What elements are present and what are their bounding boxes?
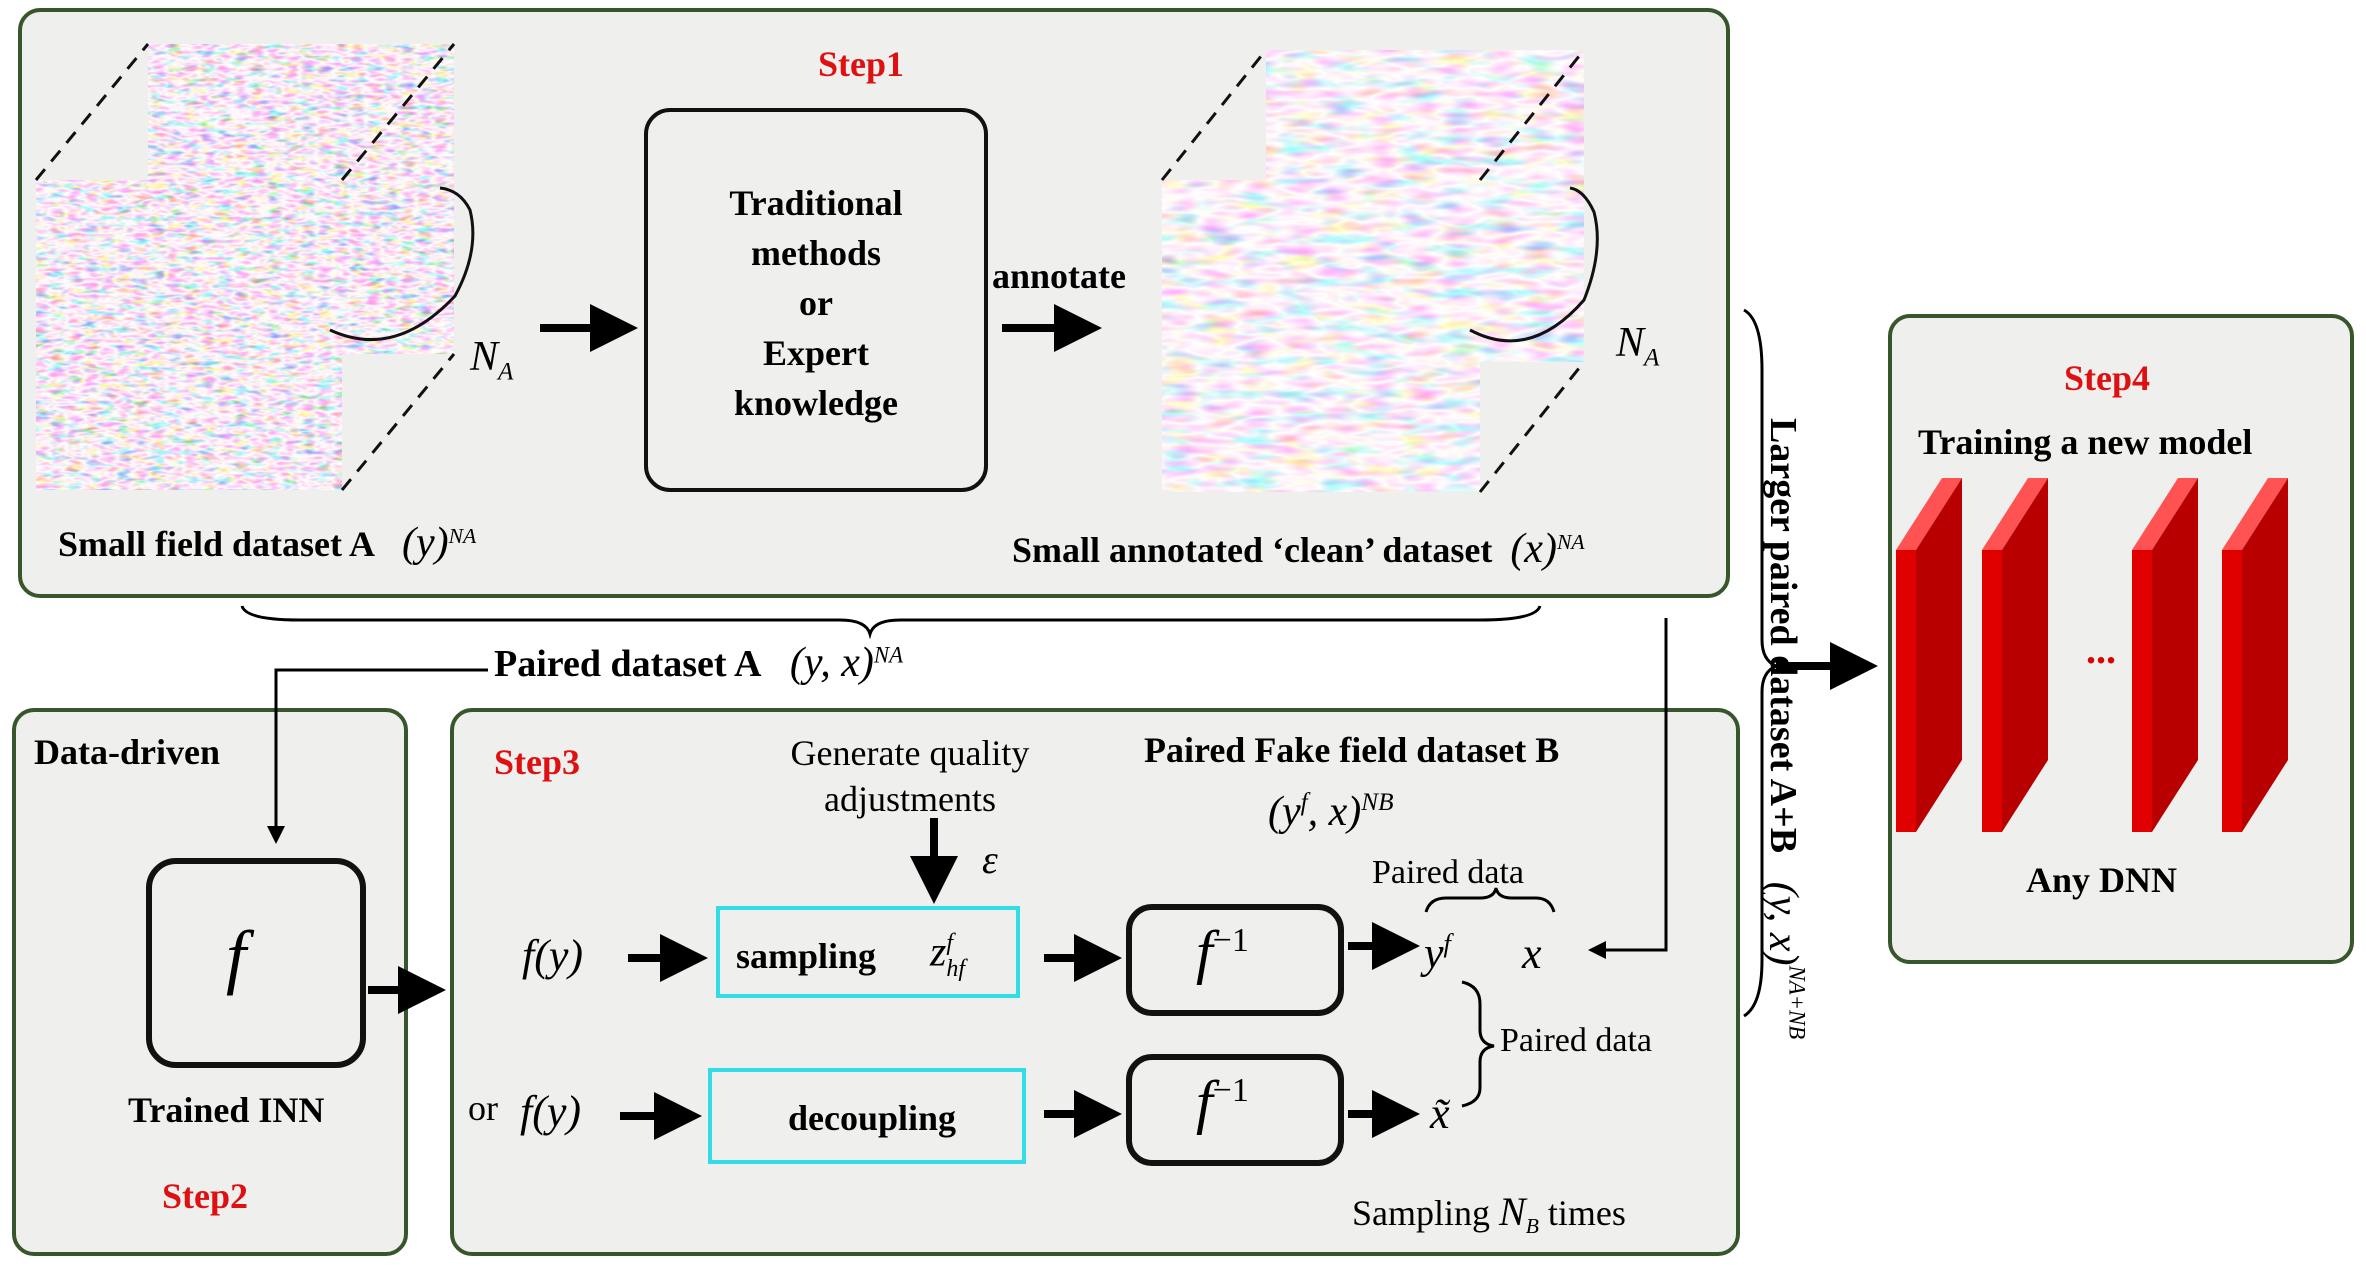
any-dnn-label: Any DNN xyxy=(2026,860,2178,900)
fake-dataset-b-math: (yf, x)NB xyxy=(1268,789,1394,835)
traditional-methods-text: Traditional methods or Expert knowledge xyxy=(644,178,988,428)
inverse-function-bottom: f−1 xyxy=(1196,1069,1249,1135)
step3-label: Step3 xyxy=(494,742,581,782)
annotate-label: annotate xyxy=(992,256,1126,296)
traditional-line-3: or xyxy=(799,283,833,323)
dnn-layer-3 xyxy=(2132,478,2198,832)
dnn-layer-1 xyxy=(1896,478,1962,832)
f-of-y-decoupling: f(y) xyxy=(520,1087,582,1136)
brace-icon xyxy=(1461,980,1495,1108)
clean-data-stack xyxy=(1160,49,1599,493)
brace-icon xyxy=(1424,887,1556,913)
decoupling-box xyxy=(708,1068,1026,1164)
data-driven-label: Data-driven xyxy=(34,732,220,772)
quality-adjustments-text: Generate quality adjustments xyxy=(790,733,1030,819)
traditional-line-4: Expert xyxy=(763,333,869,373)
step4-label: Step4 xyxy=(2064,358,2151,398)
inverse-function-box-bottom xyxy=(1126,1054,1344,1166)
traditional-methods-box xyxy=(644,108,988,492)
inverse-function-top: f−1 xyxy=(1196,919,1249,985)
clean-dataset-caption: Small annotated ‘clean’ dataset (x)NA xyxy=(1012,526,1585,572)
dnn-layers xyxy=(1896,478,2288,832)
dataset-a-caption: Small field dataset A (y)NA xyxy=(58,520,477,566)
brace-icon xyxy=(240,605,1542,640)
sampling-label: sampling xyxy=(736,936,877,976)
paired-data-top-label: Paired data xyxy=(1372,854,1524,891)
count-na-right: NA xyxy=(1616,320,1660,372)
y-fake-label: yf xyxy=(1424,928,1451,978)
or-label: or xyxy=(468,1088,498,1128)
x-tilde-label: x̃ xyxy=(1430,1089,1450,1138)
traditional-line-2: methods xyxy=(750,233,881,273)
sampling-box xyxy=(716,906,1020,998)
clean-image-front xyxy=(1162,180,1480,492)
sampling-times-label: Sampling NB times xyxy=(1352,1189,1626,1239)
field-data-stack xyxy=(34,43,475,491)
dnn-layer-2 xyxy=(1982,478,2048,832)
step2-label: Step2 xyxy=(162,1176,249,1216)
step1-label: Step1 xyxy=(818,44,905,84)
brace-icon xyxy=(329,186,475,342)
larger-paired-dataset-label: Larger paired dataset A+B (y, x)NA+NB xyxy=(1760,418,1810,1040)
traditional-line-1: Traditional xyxy=(729,183,903,223)
paired-data-right-label: Paired data xyxy=(1500,1022,1652,1059)
x-clean-label: x xyxy=(1522,929,1542,978)
dnn-layer-4 xyxy=(2222,478,2288,832)
inn-function-symbol: f xyxy=(226,916,247,996)
count-na-left: NA xyxy=(470,334,514,386)
brace-icon xyxy=(1469,186,1599,343)
training-new-model-label: Training a new model xyxy=(1918,422,2253,462)
dnn-ellipsis: ... xyxy=(2086,627,2116,672)
epsilon-label: ε xyxy=(982,837,998,882)
inn-function-box xyxy=(146,858,366,1068)
brace-icon xyxy=(1743,308,1780,1018)
decoupling-label: decoupling xyxy=(788,1098,957,1138)
f-of-y-sampling: f(y) xyxy=(522,931,584,980)
step3-panel xyxy=(450,708,1740,1256)
inverse-function-box-top xyxy=(1126,904,1344,1016)
fake-dataset-b-title: Paired Fake field dataset B xyxy=(1144,730,1560,770)
z-latent-label: z f hf xyxy=(930,929,966,982)
trained-inn-label: Trained INN xyxy=(128,1090,325,1130)
field-image-front xyxy=(36,180,342,490)
traditional-line-5: knowledge xyxy=(733,383,899,423)
paired-dataset-a-label: Paired dataset A (y, x)NA xyxy=(494,640,903,686)
